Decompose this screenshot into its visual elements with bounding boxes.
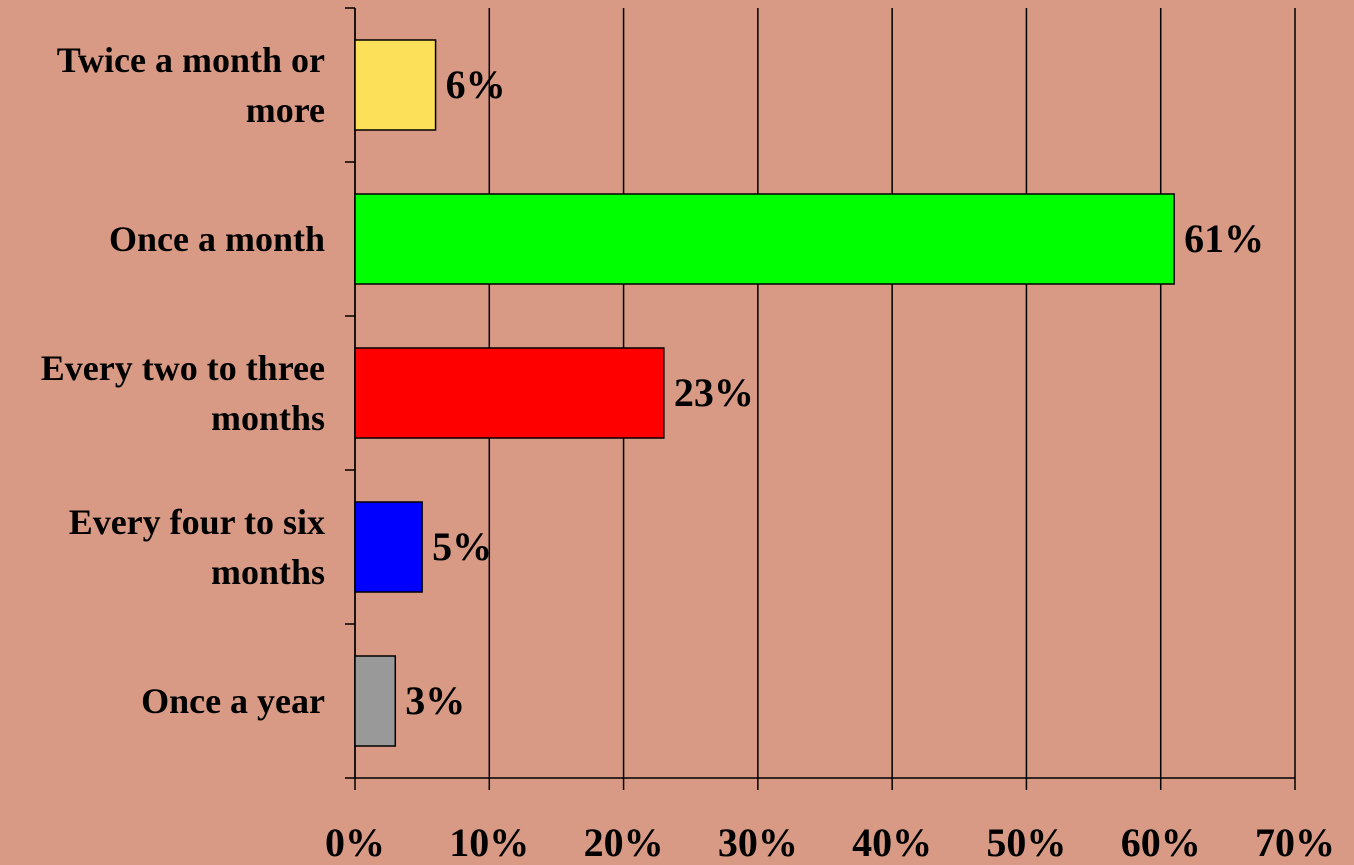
y-tick-label: Once a year [141,681,325,721]
x-tick-label: 60% [1121,820,1201,865]
y-tick-label: Every two to three months [40,348,325,438]
x-tick-label: 70% [1255,820,1335,865]
data-label: 3% [405,678,465,723]
bar [354,347,665,439]
x-tick-label: 40% [852,820,932,865]
y-tick-label: Twice a month or more [56,40,325,130]
bar [354,501,423,593]
x-tick-label: 50% [986,820,1066,865]
data-label: 61% [1184,216,1264,261]
bar [354,39,437,131]
bar [354,193,1175,285]
data-label: 23% [674,370,754,415]
x-tick-label: 30% [718,820,798,865]
bar [354,655,397,747]
x-tick-label: 0% [325,820,385,865]
y-tick-label: Once a month [109,219,325,259]
data-label: 5% [432,524,492,569]
x-tick-label: 20% [584,820,664,865]
x-tick-label: 10% [449,820,529,865]
data-label: 6% [446,62,506,107]
y-tick-label: Every four to six months [68,502,325,592]
